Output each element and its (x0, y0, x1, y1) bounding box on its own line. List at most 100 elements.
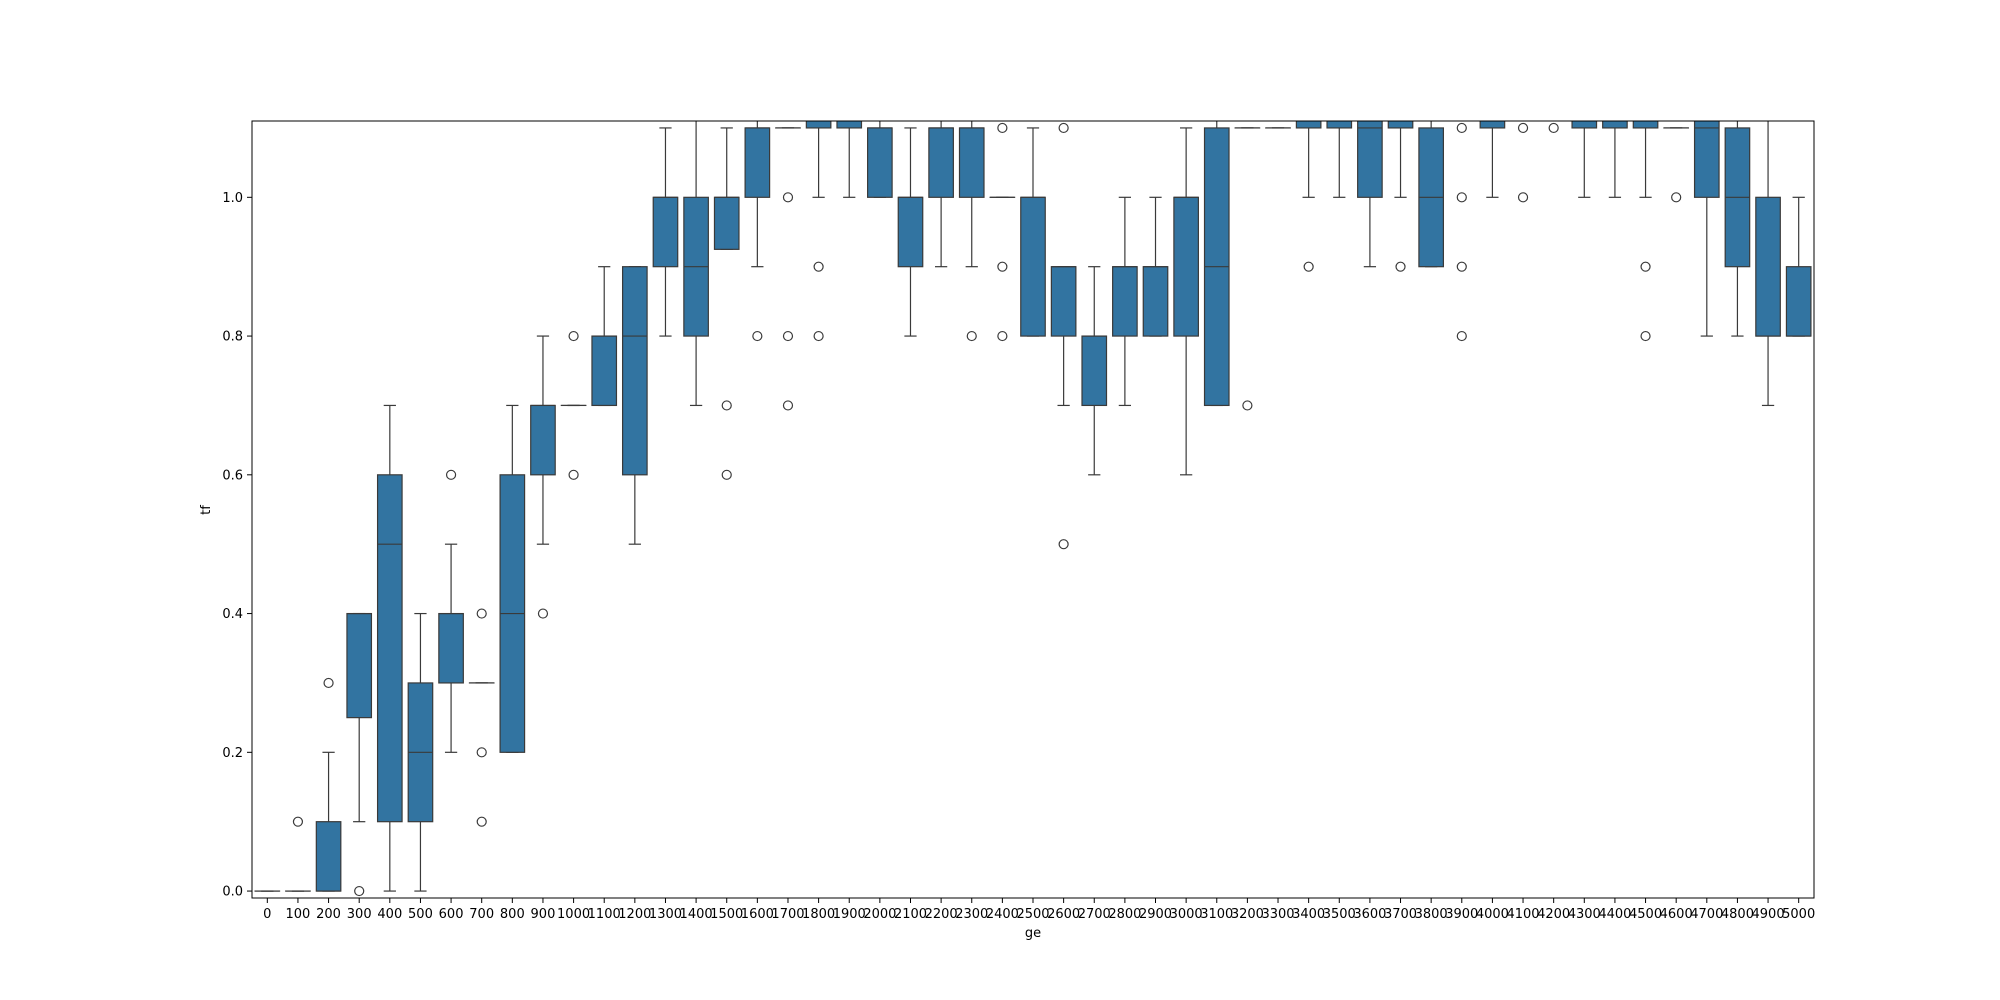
x-tick-label: 3900 (1445, 907, 1478, 922)
outlier-point (476, 816, 487, 827)
outlier-point (1242, 400, 1253, 411)
outlier-point (1517, 192, 1529, 203)
x-tick-label: 4700 (1690, 907, 1723, 922)
box-group-1100 (591, 266, 618, 407)
x-tick-label: 3000 (1170, 907, 1203, 922)
box-group-2800 (1112, 196, 1138, 407)
x-tick-label: 3100 (1200, 907, 1233, 922)
x-tick-label: 3300 (1261, 907, 1294, 922)
x-tick-label: 2100 (894, 907, 927, 922)
box-group-600 (438, 469, 464, 753)
outlier-point (782, 400, 794, 411)
box-group-4500 (1632, 121, 1659, 342)
outlier-point (997, 261, 1008, 272)
x-tick-label: 2400 (986, 907, 1019, 922)
box-group-400 (376, 404, 403, 892)
box (591, 335, 618, 407)
box (958, 127, 985, 198)
x-tick-label: 100 (286, 907, 311, 922)
x-tick-label: 2500 (1016, 907, 1049, 922)
y-tick-label: 0.2 (222, 746, 243, 761)
box (315, 821, 342, 892)
box (1081, 335, 1108, 407)
x-tick-label: 4200 (1537, 907, 1570, 922)
outlier-point (568, 330, 579, 342)
box-group-3000 (1173, 127, 1199, 476)
box-group-800 (499, 404, 526, 753)
box-group-1700 (775, 127, 801, 411)
box-group-1900 (836, 121, 863, 198)
x-tick-label: 1200 (618, 907, 651, 922)
x-tick-label: 3700 (1384, 907, 1417, 922)
outlier-point (1303, 261, 1314, 272)
box-group-3900 (1456, 122, 1467, 342)
x-tick-label: 2800 (1108, 907, 1141, 922)
box (376, 474, 403, 823)
y-axis: 0.0 0.2 0.4 0.6 0.8 1.0 (222, 191, 252, 900)
outlier-point (782, 192, 794, 203)
x-tick-label: 1600 (741, 907, 774, 922)
x-axis-label: ge (1025, 926, 1041, 941)
box (621, 266, 648, 476)
x-tick-label: 3200 (1231, 907, 1264, 922)
box (1142, 266, 1169, 337)
box (652, 196, 679, 268)
box-group-1800 (805, 121, 832, 342)
outlier-point (537, 608, 549, 619)
box-group-2300 (958, 121, 985, 342)
outlier-point (1548, 122, 1559, 134)
x-tick-label: 900 (531, 907, 556, 922)
box-group-1000 (560, 330, 587, 480)
x-tick-label: 3600 (1353, 907, 1386, 922)
x-tick-label: 0 (263, 907, 271, 922)
outlier-point (1671, 192, 1682, 203)
box (1050, 266, 1077, 337)
box (836, 121, 863, 129)
x-tick-label: 800 (500, 907, 525, 922)
box-group-700 (468, 608, 495, 827)
x-tick-label: 600 (439, 907, 464, 922)
box-group-3100 (1203, 121, 1230, 407)
x-tick-label: 1500 (710, 907, 743, 922)
x-tick-label: 1900 (833, 907, 866, 922)
box-group-2400 (989, 122, 1016, 342)
outlier-point (1456, 261, 1467, 272)
x-tick-label: 3800 (1415, 907, 1448, 922)
x-tick-label: 400 (377, 907, 402, 922)
x-tick-label: 500 (408, 907, 433, 922)
box-group-4000 (1479, 121, 1506, 198)
box-group-500 (407, 612, 434, 892)
box-group-2600 (1050, 122, 1077, 550)
x-tick-label: 1000 (557, 907, 590, 922)
x-axis: 0 100 200 300 400 500 600 700 800 900 100011001200… (263, 898, 1815, 922)
outlier-point (1395, 261, 1406, 272)
box-group-2200 (928, 121, 954, 268)
box (530, 404, 556, 476)
y-tick-label: 0.4 (222, 607, 243, 622)
box (1295, 121, 1322, 129)
outlier-point (476, 747, 487, 758)
box-group-3700 (1387, 121, 1414, 272)
box (1387, 121, 1414, 129)
box-group-1400 (683, 121, 709, 407)
outlier-point (1058, 122, 1069, 134)
box-group-1600 (744, 121, 771, 342)
outlier-point (1058, 539, 1069, 550)
x-tick-label: 2000 (863, 907, 896, 922)
x-tick-label: 4800 (1721, 907, 1754, 922)
box-group-900 (530, 335, 556, 619)
x-tick-label: 4100 (1506, 907, 1539, 922)
box-group-1500 (713, 127, 740, 480)
x-tick-label: 300 (347, 907, 372, 922)
box-group-2000 (867, 121, 893, 198)
y-tick-label: 0.0 (222, 885, 243, 900)
box (1173, 196, 1199, 337)
box-group-4800 (1724, 121, 1751, 337)
box-group-1200 (621, 266, 648, 545)
x-tick-label: 4400 (1598, 907, 1631, 922)
x-tick-label: 2600 (1047, 907, 1080, 922)
box-group-1300 (652, 127, 679, 337)
box (744, 127, 771, 198)
x-tick-label: 1100 (588, 907, 621, 922)
